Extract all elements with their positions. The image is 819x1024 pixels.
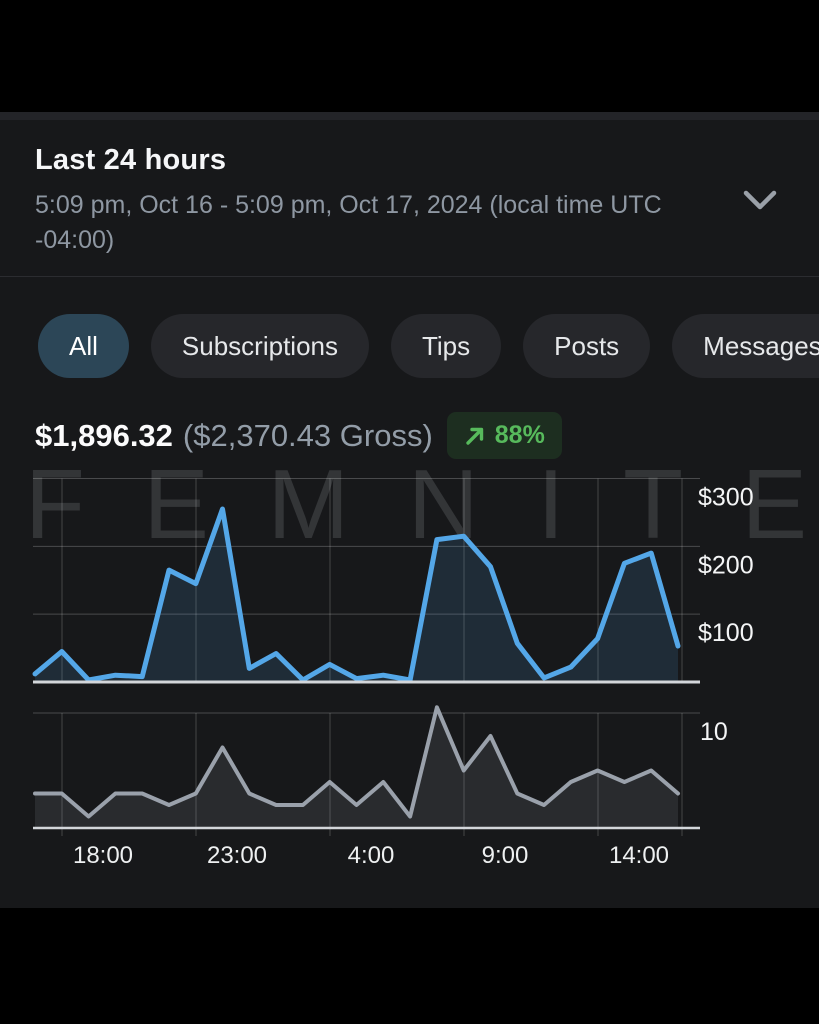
trend-percent: 88% [494,421,545,449]
y-tick-label: $300 [698,484,754,512]
y-tick-label: $200 [698,551,754,579]
chevron-down-icon[interactable] [740,183,780,217]
trend-badge: 88% [446,412,562,459]
period-title: Last 24 hours [35,144,227,176]
net-earnings: $1,896.32 [35,417,173,453]
arrow-up-right-icon [466,427,483,445]
stats-panel [0,120,819,908]
filter-pill-tips[interactable]: Tips [390,314,502,378]
sheet-handle-strip [0,112,819,120]
filter-pill-subscriptions[interactable]: Subscriptions [150,314,369,378]
gross-earnings: ($2,370.43 Gross) [182,417,433,453]
earnings-summary: $1,896.32 ($2,370.43 Gross) 88% [35,412,562,459]
filter-pills: All Subscriptions Tips Posts Messages [38,314,819,378]
x-tick-label: 4:00 [348,842,395,869]
x-tick-label: 9:00 [482,842,529,869]
x-tick-label: 23:00 [207,842,267,869]
header-divider [0,276,819,277]
period-subtitle: 5:09 pm, Oct 16 - 5:09 pm, Oct 17, 2024 … [35,191,662,254]
x-tick-label: 18:00 [73,842,133,869]
activity-chart: 10 18:00 23:00 4:00 9:00 14:00 [33,705,728,869]
y-tick-label: 10 [700,718,728,746]
filter-pill-all[interactable]: All [38,314,129,378]
y-tick-label: $100 [698,619,754,647]
earnings-chart: $300 $200 $100 [32,478,754,684]
x-tick-label: 14:00 [609,842,669,869]
filter-pill-posts[interactable]: Posts [523,314,651,378]
filter-pill-messages[interactable]: Messages [672,314,819,378]
